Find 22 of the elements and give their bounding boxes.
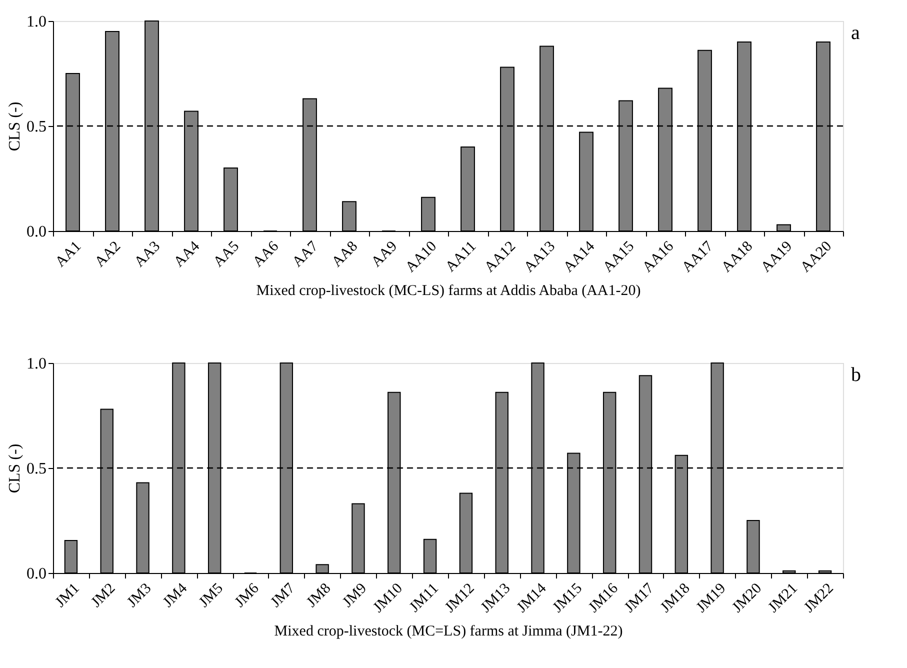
x-tick-label: JM5 [196,580,226,611]
y-tick-label: 1.0 [26,356,46,372]
y-axis-title: CLS (-) [6,444,24,494]
x-tick-label: JM1 [52,580,83,611]
x-tick-label: JM3 [124,580,155,611]
text: a [851,22,860,44]
y-tick-label: 1.0 [26,14,46,30]
x-axis-title: Mixed crop-livestock (MC=LS) farms at Jimma (JM1-22) [274,623,623,640]
x-axis-title: Mixed crop-livestock (MC-LS) farms at Addis Ababa (AA1-20) [256,283,641,300]
x-tick-label: JM4 [160,580,191,611]
x-tick-label: JM2 [88,580,119,611]
y-tick-label: 0.5 [26,460,46,478]
x-tick-label: JM7 [268,580,299,611]
y-tick-label: 0.5 [26,118,46,136]
text: b [851,364,861,386]
x-tick-label: JM6 [232,580,263,611]
y-axis-title: CLS (-) [6,102,24,152]
x-tick-label: JM8 [304,580,334,611]
y-tick-label: 0.0 [26,224,46,240]
x-tick-label: JM9 [340,580,370,611]
x-tick-label: AA1 [52,238,85,270]
y-tick-label: 0.0 [26,566,46,582]
